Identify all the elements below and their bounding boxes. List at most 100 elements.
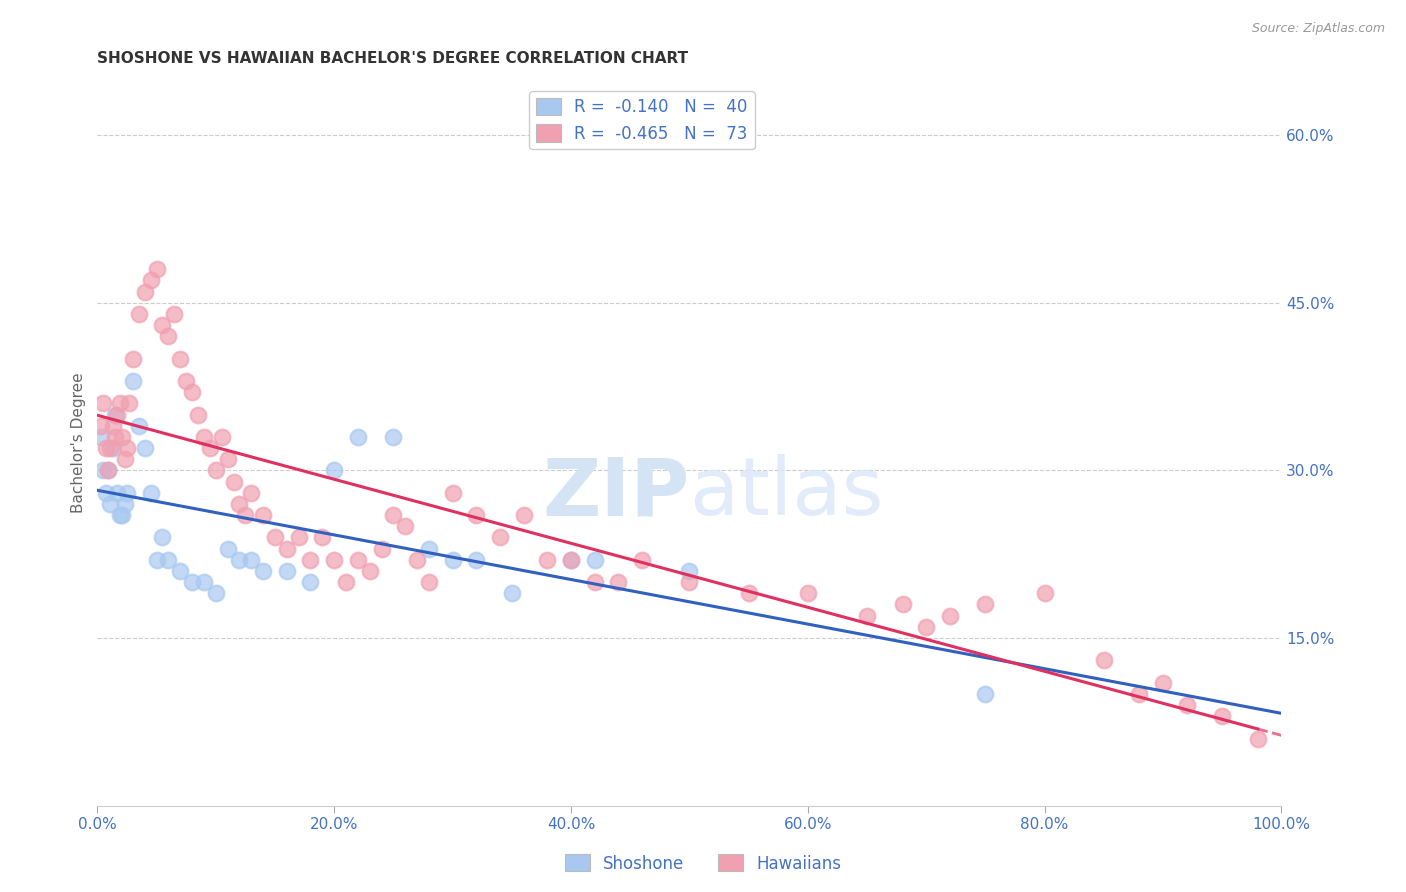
Text: SHOSHONE VS HAWAIIAN BACHELOR'S DEGREE CORRELATION CHART: SHOSHONE VS HAWAIIAN BACHELOR'S DEGREE C… <box>97 51 689 66</box>
Y-axis label: Bachelor's Degree: Bachelor's Degree <box>72 372 86 513</box>
Point <box>347 553 370 567</box>
Point <box>193 575 215 590</box>
Point <box>217 541 239 556</box>
Point <box>678 564 700 578</box>
Point <box>264 531 287 545</box>
Point <box>441 553 464 567</box>
Point <box>228 553 250 567</box>
Point <box>217 452 239 467</box>
Point <box>489 531 512 545</box>
Text: atlas: atlas <box>689 454 884 533</box>
Point <box>418 575 440 590</box>
Point <box>583 553 606 567</box>
Point <box>152 531 174 545</box>
Point <box>252 564 274 578</box>
Point <box>104 430 127 444</box>
Point <box>108 396 131 410</box>
Point <box>418 541 440 556</box>
Point <box>90 430 112 444</box>
Point <box>1092 653 1115 667</box>
Point <box>211 430 233 444</box>
Point <box>198 441 221 455</box>
Point <box>134 285 156 299</box>
Point <box>152 318 174 333</box>
Point <box>240 553 263 567</box>
Point <box>465 508 488 522</box>
Point <box>107 485 129 500</box>
Point <box>107 408 129 422</box>
Point <box>501 586 523 600</box>
Point <box>193 430 215 444</box>
Point <box>323 553 346 567</box>
Legend: Shoshone, Hawaiians: Shoshone, Hawaiians <box>558 847 848 880</box>
Point <box>465 553 488 567</box>
Point <box>1211 709 1233 723</box>
Point <box>323 463 346 477</box>
Point <box>276 541 298 556</box>
Point <box>108 508 131 522</box>
Point <box>128 307 150 321</box>
Point <box>1247 731 1270 746</box>
Point <box>114 497 136 511</box>
Point <box>204 463 226 477</box>
Point <box>276 564 298 578</box>
Point <box>101 441 124 455</box>
Point <box>536 553 558 567</box>
Point <box>974 687 997 701</box>
Point <box>111 430 134 444</box>
Point <box>394 519 416 533</box>
Point <box>560 553 582 567</box>
Point <box>1033 586 1056 600</box>
Point <box>299 553 322 567</box>
Point <box>406 553 429 567</box>
Point <box>1152 675 1174 690</box>
Point <box>115 441 138 455</box>
Point <box>187 408 209 422</box>
Point <box>157 553 180 567</box>
Point <box>252 508 274 522</box>
Point <box>240 485 263 500</box>
Point <box>512 508 534 522</box>
Point <box>174 374 197 388</box>
Point <box>607 575 630 590</box>
Point <box>915 620 938 634</box>
Point <box>169 351 191 366</box>
Point <box>560 553 582 567</box>
Point <box>145 262 167 277</box>
Point <box>122 351 145 366</box>
Point <box>181 385 204 400</box>
Point <box>737 586 759 600</box>
Point <box>974 598 997 612</box>
Point <box>94 485 117 500</box>
Point <box>111 508 134 522</box>
Point <box>100 441 122 455</box>
Point <box>114 452 136 467</box>
Point <box>228 497 250 511</box>
Point <box>347 430 370 444</box>
Point <box>100 497 122 511</box>
Point <box>94 441 117 455</box>
Point <box>128 418 150 433</box>
Point <box>91 463 114 477</box>
Text: Source: ZipAtlas.com: Source: ZipAtlas.com <box>1251 22 1385 36</box>
Point <box>359 564 381 578</box>
Point <box>118 396 141 410</box>
Point <box>370 541 392 556</box>
Point <box>97 463 120 477</box>
Point <box>311 531 333 545</box>
Point <box>441 485 464 500</box>
Point <box>678 575 700 590</box>
Point <box>134 441 156 455</box>
Point <box>856 608 879 623</box>
Point <box>335 575 357 590</box>
Text: ZIP: ZIP <box>543 454 689 533</box>
Point <box>382 508 405 522</box>
Point <box>235 508 257 522</box>
Point <box>104 408 127 422</box>
Legend: R =  -0.140   N =  40, R =  -0.465   N =  73: R = -0.140 N = 40, R = -0.465 N = 73 <box>530 91 755 149</box>
Point <box>122 374 145 388</box>
Point <box>382 430 405 444</box>
Point <box>299 575 322 590</box>
Point <box>139 273 162 287</box>
Point <box>583 575 606 590</box>
